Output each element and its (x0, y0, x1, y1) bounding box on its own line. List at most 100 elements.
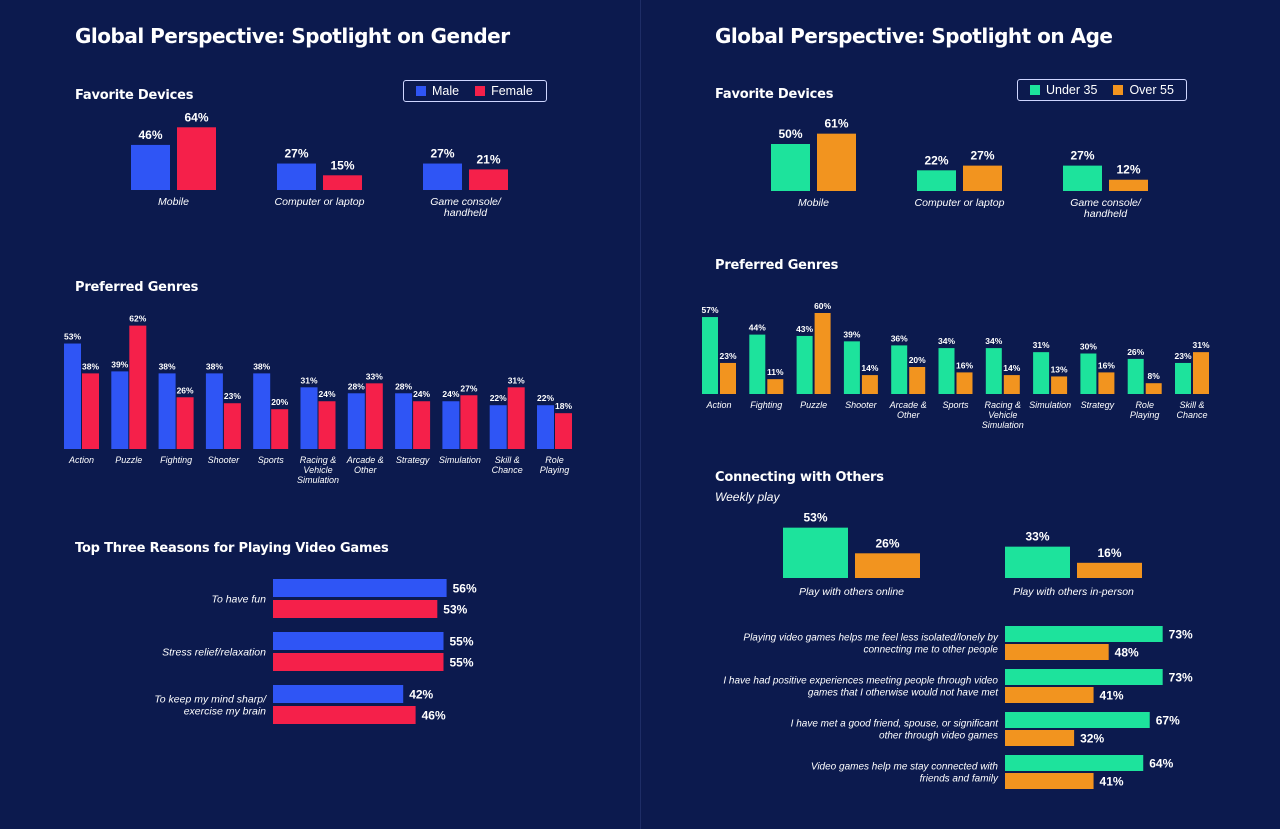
age-genre-category-label: Puzzle (800, 400, 827, 410)
age-genre-bar (1193, 352, 1209, 394)
gender-reason-category-label: To keep my mind sharp/exercise my brain (154, 693, 267, 717)
gender-reason-bar (273, 685, 404, 703)
age-connect-heading: Connecting with Others (715, 470, 884, 485)
gender-genre-value-label: 38% (82, 361, 99, 371)
age-device-value-label: 22% (924, 153, 948, 167)
age-connect-value-label: 33% (1025, 530, 1049, 544)
gender-genre-value-label: 31% (508, 375, 525, 385)
gender-title: Global Perspective: Spotlight on Gender (75, 24, 510, 48)
legend-label-under35: Under 35 (1046, 83, 1098, 97)
gender-reason-bar (273, 600, 438, 618)
age-genre-category-label: Fighting (750, 400, 782, 410)
gender-genre-bar (347, 393, 365, 449)
age-genre-bar (702, 317, 718, 394)
legend-label-female: Female (491, 84, 533, 98)
age-genre-value-label: 31% (1192, 340, 1209, 350)
gender-genre-value-label: 22% (490, 393, 507, 403)
age-genre-value-label: 23% (719, 351, 736, 361)
age-legend: Under 35 Over 55 (1017, 79, 1187, 101)
gender-genre-value-label: 38% (159, 361, 176, 371)
gender-genre-bar (271, 409, 289, 449)
age-genre-bar (861, 375, 878, 394)
age-genre-bar (1098, 372, 1115, 394)
gender-reason-bar (273, 632, 444, 650)
age-genre-category-label: Action (705, 400, 731, 410)
gender-device-value-label: 46% (138, 128, 162, 142)
age-device-bar (1109, 179, 1148, 191)
gender-genres-heading: Preferred Genres (75, 280, 199, 295)
gender-genre-value-label: 24% (442, 389, 459, 399)
age-title: Global Perspective: Spotlight on Age (715, 24, 1113, 48)
gender-genre-category-label: Puzzle (115, 455, 142, 465)
gender-genre-bar (64, 343, 81, 449)
age-genre-bar (767, 379, 784, 394)
gender-genre-value-label: 26% (177, 385, 194, 395)
gender-genre-bar (300, 387, 318, 449)
age-connect-bar (855, 553, 920, 578)
age-genre-value-label: 57% (701, 305, 718, 315)
legend-label-male: Male (432, 84, 460, 98)
age-genre-category-label: Role Playing (1130, 400, 1160, 420)
age-genre-bar (749, 334, 766, 394)
gender-genre-bar (507, 387, 525, 449)
age-statement-bar (1005, 730, 1075, 746)
gender-reason-bar (273, 706, 416, 724)
gender-genre-bar (413, 401, 431, 449)
legend-item-under35: Under 35 (1030, 83, 1097, 97)
age-genre-bar (909, 367, 926, 394)
gender-genre-category-label: Role Playing (540, 455, 570, 475)
gender-device-category-label: Computer or laptop (275, 196, 365, 208)
age-genre-category-label: Racing & Vehicle Simulation (982, 400, 1024, 430)
age-statement-category-label: Video games help me stay connected with f… (811, 762, 999, 785)
gender-reason-category-label: To have fun (212, 593, 267, 605)
gender-device-bar (277, 163, 316, 190)
gender-reason-value-label: 55% (450, 634, 474, 648)
age-statement-bar (1005, 755, 1144, 771)
gender-device-bar (131, 144, 170, 190)
gender-genre-bar (253, 373, 271, 449)
age-devices-heading: Favorite Devices (715, 87, 834, 102)
age-device-category-label: Computer or laptop (915, 197, 1005, 209)
gender-reason-value-label: 42% (409, 687, 433, 701)
gender-genre-value-label: 24% (318, 389, 335, 399)
age-genre-value-label: 34% (938, 336, 955, 346)
female-swatch (475, 86, 486, 96)
gender-genre-value-label: 38% (206, 361, 223, 371)
age-connect-bar (783, 527, 848, 578)
gender-genre-bar (223, 403, 241, 449)
gender-reasons-heading: Top Three Reasons for Playing Video Game… (75, 541, 389, 556)
age-genre-category-label: Simulation (1029, 400, 1071, 410)
age-statement-bar (1005, 773, 1094, 789)
gender-genre-bar (158, 373, 176, 449)
gender-genre-category-label: Shooter (208, 455, 241, 465)
age-device-value-label: 12% (1116, 163, 1140, 177)
age-device-category-label: Mobile (798, 197, 829, 209)
gender-reason-bar (273, 579, 447, 597)
age-statement-bar (1005, 644, 1109, 660)
gender-genre-value-label: 24% (413, 389, 430, 399)
gender-genre-value-label: 20% (271, 397, 288, 407)
gender-genre-bar (442, 401, 460, 449)
gender-reason-value-label: 53% (443, 602, 467, 616)
age-genre-value-label: 34% (985, 336, 1002, 346)
gender-genre-bar (460, 395, 478, 449)
age-genre-bar (796, 335, 813, 394)
gender-device-value-label: 27% (430, 147, 454, 161)
age-connect-bar (1005, 546, 1070, 578)
age-genre-value-label: 8% (1148, 371, 1161, 381)
age-statement-bar (1005, 669, 1163, 685)
age-genre-value-label: 43% (796, 324, 813, 334)
age-genre-bar (956, 372, 973, 394)
legend-item-male: Male (416, 84, 459, 98)
gender-genre-bar (205, 373, 223, 449)
gender-genre-value-label: 62% (129, 314, 146, 324)
gender-genre-value-label: 18% (555, 401, 572, 411)
gender-device-category-label: Game console/handheld (430, 196, 502, 219)
gender-device-bar (323, 175, 362, 190)
age-statement-value-label: 64% (1149, 756, 1173, 770)
gender-genre-bar (537, 405, 554, 449)
age-connect-category-label: Play with others in-person (1013, 586, 1134, 598)
age-genre-bar (938, 348, 955, 394)
age-device-bar (1063, 165, 1102, 191)
